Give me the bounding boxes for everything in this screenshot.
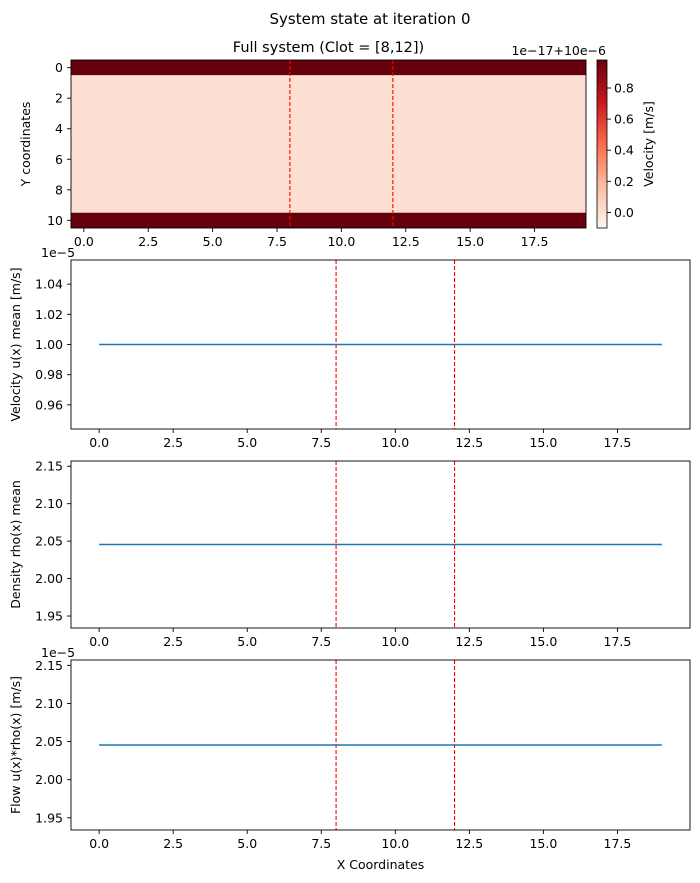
x-tick-label: 2.5 [163, 435, 183, 450]
y-tick-label: 1.95 [35, 810, 63, 825]
y-tick-label: 1.95 [35, 609, 63, 624]
colorbar-tick-label: 0.0 [614, 205, 634, 220]
x-tick-label: 12.5 [392, 234, 420, 249]
x-tick-label: 5.0 [237, 435, 257, 450]
y-tick-label: 2 [55, 91, 63, 106]
axes-frame [70, 460, 691, 629]
y-tick-label: 2.15 [35, 459, 63, 474]
y-axis-label: Flow u(x)*rho(x) [m/s] [8, 676, 23, 814]
x-tick-label: 12.5 [455, 836, 483, 851]
x-tick-label: 0.0 [89, 634, 109, 649]
heatmap-cell-row [71, 75, 586, 213]
y-tick-label: 1.04 [35, 277, 63, 292]
y-tick-label: 2.15 [35, 658, 63, 673]
x-tick-label: 5.0 [237, 836, 257, 851]
y-tick-label: 2.10 [35, 696, 63, 711]
x-tick-label: 15.0 [456, 234, 484, 249]
y-tick-label: 2.00 [35, 772, 63, 787]
y-tick-label: 0 [55, 60, 63, 75]
colorbar [596, 59, 608, 229]
x-axis-label: X Coordinates [337, 857, 425, 872]
x-tick-label: 12.5 [455, 435, 483, 450]
heatmap-cell-row [71, 212, 586, 228]
x-tick-label: 17.5 [521, 234, 549, 249]
y-tick-label: 2.05 [35, 534, 63, 549]
x-tick-label: 0.0 [89, 836, 109, 851]
x-tick-label: 2.5 [138, 234, 158, 249]
y-tick-label: 0.96 [35, 397, 63, 412]
x-tick-label: 5.0 [203, 234, 223, 249]
y-axis-label: Velocity u(x) mean [m/s] [8, 267, 23, 421]
x-tick-label: 5.0 [237, 634, 257, 649]
y-tick-label: 0.98 [35, 367, 63, 382]
axes-frame [70, 59, 587, 229]
y-offset-text: 1e−5 [41, 245, 75, 260]
x-tick-label: 15.0 [529, 836, 557, 851]
figure-title: System state at iteration 0 [270, 10, 471, 28]
axes-frame [70, 659, 691, 831]
x-tick-label: 10.0 [381, 435, 409, 450]
y-tick-label: 8 [55, 182, 63, 197]
colorbar-tick-label: 0.4 [614, 143, 634, 158]
y-tick-label: 1.00 [35, 337, 63, 352]
y-tick-label: 2.10 [35, 496, 63, 511]
x-tick-label: 10.0 [381, 634, 409, 649]
y-tick-label: 2.00 [35, 571, 63, 586]
y-offset-text: 1e−5 [41, 645, 75, 660]
x-tick-label: 17.5 [604, 435, 632, 450]
x-tick-label: 7.5 [311, 634, 331, 649]
heatmap-cell-row [71, 60, 586, 76]
x-tick-label: 7.5 [311, 836, 331, 851]
x-tick-label: 0.0 [74, 234, 94, 249]
x-tick-label: 0.0 [89, 435, 109, 450]
y-tick-label: 2.05 [35, 734, 63, 749]
x-tick-label: 2.5 [163, 836, 183, 851]
x-tick-label: 7.5 [311, 435, 331, 450]
heatmap-title: Full system (Clot = [8,12]) [233, 40, 424, 56]
x-tick-label: 10.0 [381, 836, 409, 851]
y-axis-label: Y coordinates [18, 102, 33, 188]
x-tick-label: 15.0 [529, 634, 557, 649]
x-tick-label: 10.0 [327, 234, 355, 249]
colorbar-tick-label: 0.2 [614, 174, 634, 189]
colorbar-offset-text: 1e−17+10e−6 [511, 43, 606, 58]
x-tick-label: 7.5 [267, 234, 287, 249]
x-tick-label: 2.5 [163, 634, 183, 649]
y-tick-label: 10 [47, 213, 63, 228]
colorbar-tick-label: 0.8 [614, 81, 634, 96]
colorbar-tick-label: 0.6 [614, 112, 634, 127]
y-tick-label: 6 [55, 152, 63, 167]
x-tick-label: 15.0 [529, 435, 557, 450]
colorbar-label: Velocity [m/s] [641, 101, 656, 187]
x-tick-label: 12.5 [455, 634, 483, 649]
y-axis-label: Density rho(x) mean [8, 480, 23, 609]
y-tick-label: 1.02 [35, 307, 63, 322]
x-tick-label: 17.5 [604, 634, 632, 649]
x-tick-label: 17.5 [604, 836, 632, 851]
y-tick-label: 4 [55, 121, 63, 136]
